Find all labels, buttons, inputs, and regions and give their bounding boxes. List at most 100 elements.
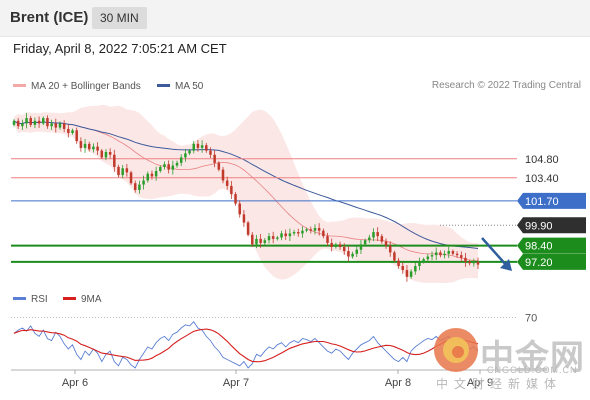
- candle-body: [42, 118, 45, 124]
- candle-body: [87, 143, 91, 150]
- candle-body: [200, 145, 204, 148]
- candle-body: [117, 166, 120, 176]
- legend-rsi-ma: 9MA: [63, 294, 102, 305]
- forecast-arrow-shaft: [481, 237, 508, 267]
- candle-body: [209, 150, 212, 155]
- candle-body: [409, 271, 413, 277]
- candle-body: [25, 118, 28, 124]
- candle-body: [376, 232, 379, 237]
- candle-body: [188, 150, 191, 154]
- candle-body: [146, 173, 150, 181]
- candle-body: [393, 252, 396, 261]
- candle-body: [33, 120, 37, 125]
- candle-body: [368, 237, 371, 241]
- candle-body: [380, 236, 384, 242]
- candle-body: [154, 171, 158, 177]
- candle-body: [359, 244, 363, 250]
- candle-body: [62, 123, 66, 129]
- x-tick-label: Apr 9: [467, 377, 493, 389]
- candle-body: [443, 253, 446, 256]
- candle-body: [388, 245, 392, 253]
- candle-body: [167, 164, 170, 170]
- candle-body: [246, 222, 250, 235]
- candle-body: [67, 128, 70, 133]
- candle-body: [16, 120, 20, 127]
- candle-body: [21, 123, 24, 127]
- candle-body: [50, 123, 53, 127]
- candle-body: [355, 249, 359, 254]
- legend-label-rsi-ma: 9MA: [81, 294, 102, 305]
- candle-body: [29, 118, 32, 125]
- candle-body: [104, 152, 108, 158]
- candle-body: [434, 252, 438, 256]
- legend-ma-bb: MA 20 + Bollinger Bands: [13, 81, 141, 92]
- candle-body: [414, 266, 417, 272]
- candle-body: [418, 261, 421, 266]
- candle-body: [71, 130, 74, 133]
- watermark-slogan: 中文财经新媒体: [436, 377, 563, 391]
- level-label-97.20: 97.20: [525, 257, 553, 269]
- candle-body: [259, 238, 262, 243]
- candle-body: [464, 257, 467, 262]
- candle-body: [142, 180, 145, 185]
- candle-body: [108, 152, 112, 155]
- candle-body: [37, 120, 41, 124]
- candle-body: [288, 233, 292, 237]
- candle-body: [217, 162, 221, 170]
- candle-body: [92, 146, 95, 150]
- candle-body: [372, 232, 375, 238]
- candle-body: [460, 255, 463, 258]
- candle-body: [171, 165, 175, 170]
- candle-body: [58, 123, 62, 128]
- rsi-line: [13, 320, 479, 369]
- research-credit: Research © 2022 Trading Central: [431, 80, 581, 91]
- candle-body: [175, 162, 179, 166]
- x-tick-label: Apr 8: [385, 377, 411, 389]
- candle-body: [267, 236, 271, 241]
- candle-body: [263, 240, 267, 243]
- candle-body: [351, 253, 354, 257]
- candle-body: [79, 141, 83, 148]
- level-tag-101.70: [517, 192, 586, 209]
- legend-swatch-ma50: [157, 83, 170, 87]
- candle-body: [184, 153, 187, 158]
- ma50-line: [13, 120, 479, 249]
- candle-body: [342, 247, 346, 252]
- candle-body: [472, 261, 476, 264]
- candle-body: [12, 120, 16, 125]
- candle-body: [338, 244, 342, 247]
- candle-body: [163, 164, 166, 167]
- candle-body: [46, 118, 49, 127]
- candle-body: [451, 251, 455, 254]
- forecast-arrow-head: [500, 259, 512, 271]
- candle-body: [121, 168, 124, 176]
- x-tick-label: Apr 6: [62, 377, 88, 389]
- candle-body: [192, 143, 196, 151]
- candle-body: [447, 251, 450, 254]
- candle-body: [100, 150, 104, 158]
- level-label-99.90: 99.90: [525, 220, 553, 232]
- header-bar: Brent (ICE) 30 MIN: [0, 0, 590, 37]
- candle-body: [405, 270, 409, 277]
- candle-body: [322, 230, 325, 237]
- candle-body: [384, 241, 388, 246]
- candle-body: [179, 157, 183, 163]
- candle-body: [159, 166, 162, 171]
- timeframe-button[interactable]: 30 MIN: [92, 7, 147, 29]
- candle-body: [347, 251, 350, 257]
- candle-body: [225, 180, 229, 186]
- candle-body: [301, 230, 304, 234]
- candle-body: [238, 203, 241, 215]
- candle-body: [221, 169, 225, 181]
- watermark-url: CNGOLD.COM.CN: [487, 365, 578, 375]
- level-label-104.80: 104.80: [525, 154, 559, 166]
- instrument-title: Brent (ICE): [10, 9, 89, 26]
- level-label-103.40: 103.40: [525, 173, 559, 185]
- legend-swatch-rsi-ma: [63, 296, 76, 300]
- candle-body: [234, 194, 237, 204]
- candle-body: [129, 172, 133, 184]
- candle-body: [280, 233, 283, 238]
- x-tick-label: Apr 7: [223, 377, 249, 389]
- candle-body: [326, 236, 329, 243]
